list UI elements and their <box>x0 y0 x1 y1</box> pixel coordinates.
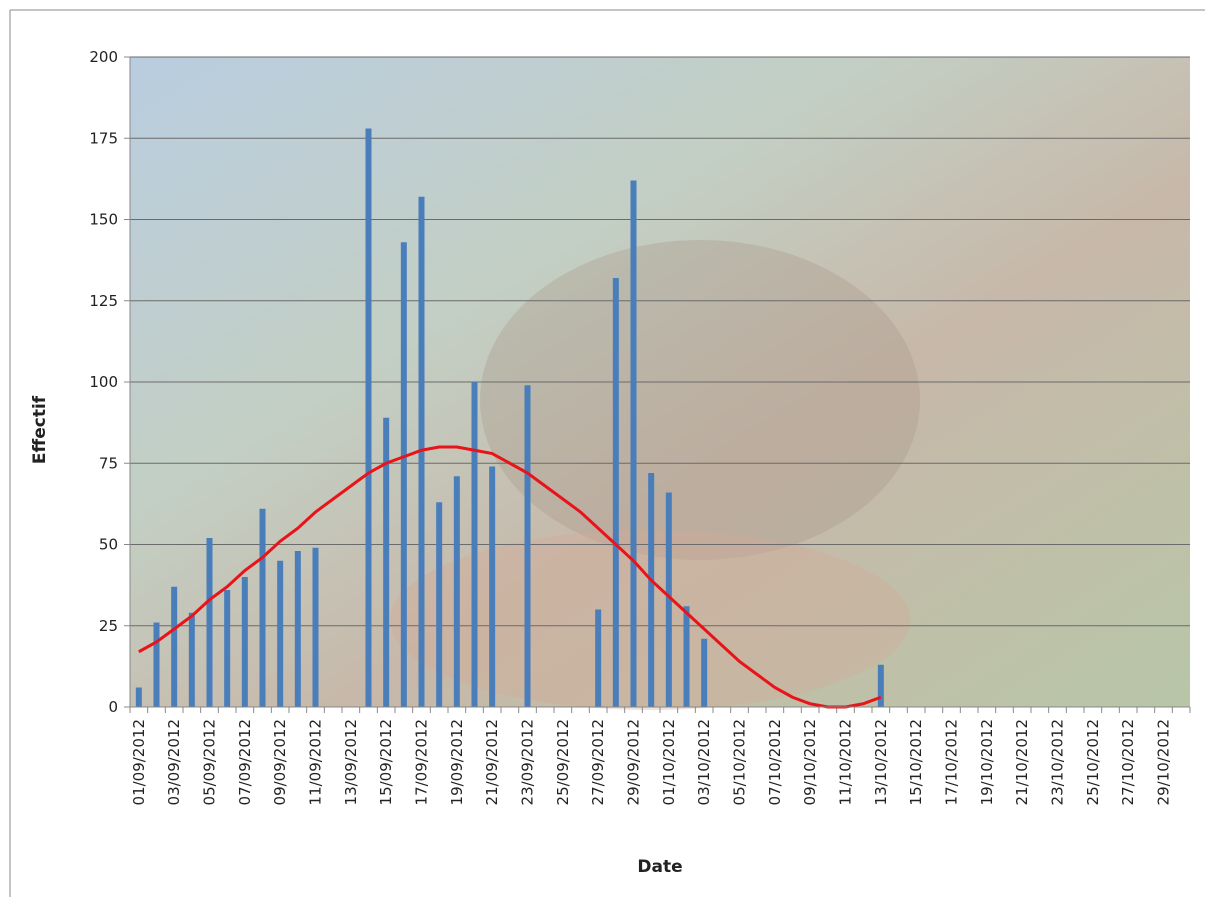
y-tick-label: 50 <box>99 536 118 554</box>
x-tick-label: 23/09/2012 <box>519 719 537 805</box>
bar <box>259 508 266 707</box>
x-tick-label: 07/10/2012 <box>766 719 784 805</box>
bar <box>877 664 884 707</box>
bar <box>471 382 478 707</box>
y-tick-label: 200 <box>89 48 118 66</box>
x-tick-label: 25/10/2012 <box>1084 719 1102 805</box>
x-tick-label: 03/10/2012 <box>695 719 713 805</box>
bar <box>489 466 496 707</box>
bar <box>612 278 619 707</box>
bar <box>135 687 142 707</box>
x-tick-label: 15/10/2012 <box>907 719 925 805</box>
x-tick-label: 17/10/2012 <box>943 719 961 805</box>
x-tick-label: 21/09/2012 <box>483 719 501 805</box>
bar <box>648 473 655 707</box>
bar <box>665 492 672 707</box>
bar <box>683 606 690 707</box>
x-tick-label: 05/09/2012 <box>201 719 219 805</box>
bar <box>224 590 231 707</box>
bar <box>241 577 248 707</box>
x-tick-label: 21/10/2012 <box>1013 719 1031 805</box>
x-tick-label: 19/09/2012 <box>448 719 466 805</box>
bar <box>418 196 425 707</box>
x-tick-label: 11/10/2012 <box>837 719 855 805</box>
x-tick-label: 27/09/2012 <box>589 719 607 805</box>
x-tick-label: 11/09/2012 <box>307 719 325 805</box>
x-tick-label: 15/09/2012 <box>377 719 395 805</box>
y-tick-label: 100 <box>89 373 118 391</box>
x-tick-label: 19/10/2012 <box>978 719 996 805</box>
bar <box>171 586 178 707</box>
bar <box>153 622 160 707</box>
y-tick-label: 150 <box>89 211 118 229</box>
photo-shade <box>480 240 920 560</box>
bar <box>400 242 407 707</box>
bar <box>365 128 372 707</box>
bar <box>277 560 284 707</box>
x-tick-label: 01/09/2012 <box>130 719 148 805</box>
x-tick-label: 13/10/2012 <box>872 719 890 805</box>
bar <box>294 551 301 707</box>
x-tick-label: 29/10/2012 <box>1155 719 1173 805</box>
x-tick-label: 09/10/2012 <box>801 719 819 805</box>
bar <box>436 502 443 707</box>
x-tick-label: 29/09/2012 <box>625 719 643 805</box>
x-tick-label: 23/10/2012 <box>1049 719 1067 805</box>
bar <box>312 547 319 707</box>
x-tick-label: 05/10/2012 <box>731 719 749 805</box>
bar <box>188 612 195 707</box>
bar <box>383 417 390 707</box>
y-tick-label: 25 <box>99 617 118 635</box>
x-axis-title: Date <box>637 857 682 877</box>
x-tick-label: 03/09/2012 <box>165 719 183 805</box>
bar <box>206 538 213 707</box>
y-tick-label: 175 <box>89 129 118 147</box>
bar <box>453 476 460 707</box>
x-tick-label: 25/09/2012 <box>554 719 572 805</box>
y-tick-label: 125 <box>89 292 118 310</box>
bar <box>630 180 637 707</box>
x-tick-label: 27/10/2012 <box>1119 719 1137 805</box>
y-tick-label: 0 <box>108 698 118 716</box>
x-tick-label: 13/09/2012 <box>342 719 360 805</box>
bar <box>595 609 602 707</box>
x-tick-label: 17/09/2012 <box>413 719 431 805</box>
y-axis-title: Effectif <box>30 395 50 464</box>
x-tick-label: 07/09/2012 <box>236 719 254 805</box>
x-tick-label: 09/09/2012 <box>271 719 289 805</box>
trend-line <box>138 445 882 709</box>
y-tick-label: 75 <box>99 454 118 472</box>
bar <box>701 638 708 707</box>
bar <box>524 385 531 707</box>
x-tick-label: 01/10/2012 <box>660 719 678 805</box>
